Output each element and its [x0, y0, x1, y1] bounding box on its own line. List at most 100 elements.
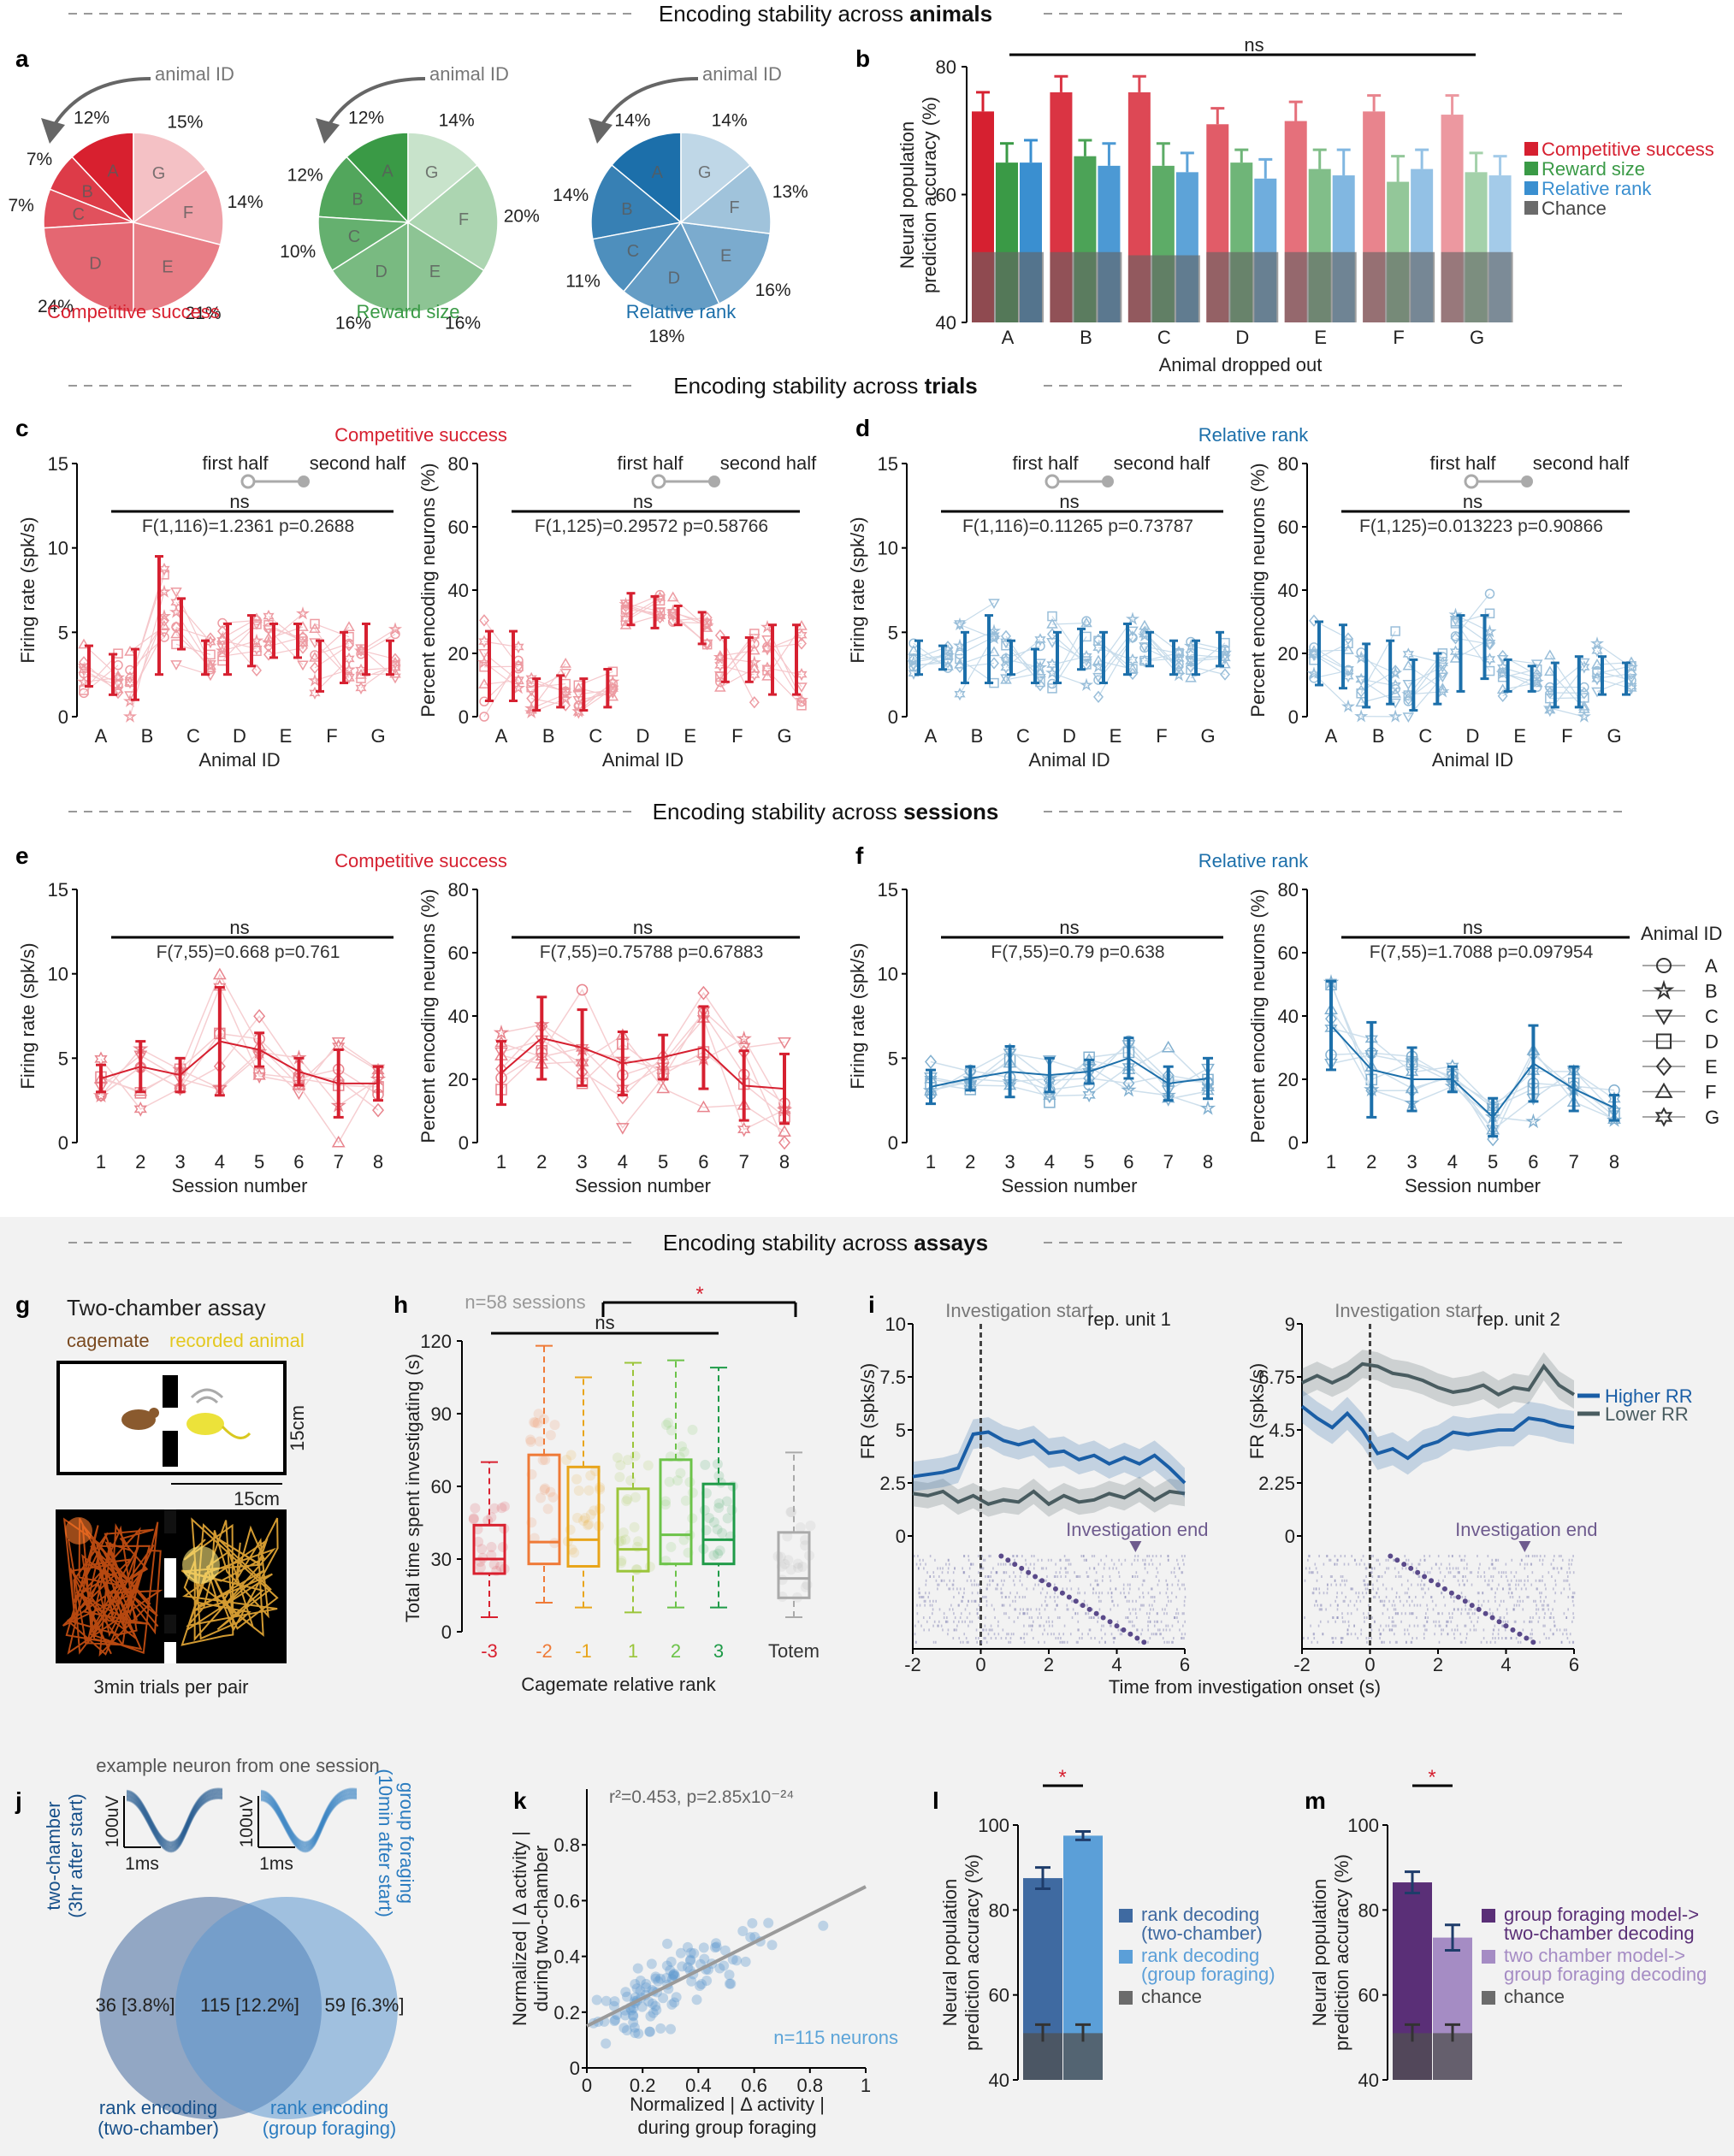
- data-marker: [1436, 662, 1449, 673]
- raster-tick: [1506, 1575, 1507, 1578]
- scale-h-label: 15cm: [234, 1488, 280, 1509]
- raster-tick: [1003, 1562, 1004, 1566]
- raster-end-marker: [1517, 1631, 1523, 1637]
- raster-tick: [1509, 1596, 1512, 1598]
- stats-label: F(7,55)=1.7088 p=0.097954: [1370, 942, 1594, 962]
- raster-tick: [1394, 1633, 1395, 1636]
- raster-tick: [1089, 1628, 1092, 1632]
- raster-tick: [972, 1562, 974, 1566]
- raster-tick: [1415, 1596, 1417, 1598]
- raster-tick: [1077, 1592, 1079, 1595]
- raster-tick: [1411, 1583, 1412, 1586]
- raster-tick: [1086, 1604, 1088, 1607]
- raster-tick: [1028, 1616, 1031, 1619]
- waveform-trace: [126, 1794, 223, 1850]
- raster-tick: [959, 1616, 962, 1619]
- neuron-point: [644, 2026, 655, 2037]
- raster-tick: [1554, 1624, 1556, 1627]
- raster-tick: [1176, 1608, 1178, 1611]
- bar-chance: [972, 251, 1044, 322]
- raster-tick: [1039, 1624, 1040, 1627]
- raster-tick: [926, 1620, 928, 1623]
- raster-tick: [1379, 1633, 1381, 1636]
- raster-tick: [1394, 1575, 1397, 1578]
- raster-end-marker: [1388, 1553, 1394, 1559]
- data-marker: [297, 621, 309, 631]
- raster-tick: [1372, 1555, 1374, 1557]
- raster-tick: [932, 1599, 934, 1603]
- raster-tick: [1347, 1620, 1350, 1623]
- raster-tick: [1166, 1604, 1168, 1607]
- raster-tick: [1466, 1562, 1468, 1566]
- data-marker: [343, 621, 355, 632]
- y-axis-label: Firing rate (spk/s): [17, 517, 38, 663]
- raster-tick: [1075, 1640, 1078, 1644]
- raster-tick: [1353, 1604, 1356, 1607]
- raster-tick: [1071, 1599, 1073, 1603]
- box-jitter-point: [631, 1564, 642, 1575]
- raster-tick: [1009, 1640, 1012, 1644]
- data-marker: [1000, 638, 1012, 649]
- box-jitter-point: [677, 1441, 688, 1452]
- raster-tick: [1443, 1596, 1445, 1598]
- raster-tick: [1471, 1612, 1474, 1616]
- raster-tick: [1536, 1587, 1538, 1591]
- pie-slice-label: C: [627, 242, 639, 261]
- raster-tick: [1380, 1599, 1382, 1603]
- raster-tick: [1138, 1587, 1140, 1591]
- raster-tick: [1341, 1616, 1344, 1619]
- raster-end-marker: [1435, 1582, 1441, 1588]
- pie-slice-label: B: [621, 200, 632, 219]
- x-tick-label: 2: [536, 1151, 547, 1173]
- neuron-point: [666, 2023, 677, 2035]
- raster-tick: [1439, 1571, 1441, 1574]
- raster-tick: [1008, 1596, 1010, 1598]
- y-tick-label: 15: [878, 453, 898, 475]
- data-marker: [1080, 617, 1092, 628]
- raster-tick: [1329, 1575, 1332, 1578]
- neuron-point: [711, 1938, 722, 1949]
- raster-tick: [1461, 1558, 1463, 1562]
- x-tick-label: C: [1418, 725, 1432, 747]
- raster-tick: [1171, 1624, 1174, 1627]
- raster-tick: [1509, 1583, 1511, 1586]
- raster-tick: [1066, 1587, 1068, 1591]
- raster-tick: [958, 1604, 960, 1607]
- raster-tick: [1527, 1575, 1529, 1578]
- box-jitter-point: [629, 1521, 640, 1533]
- raster-tick: [1510, 1571, 1512, 1574]
- raster-tick: [1413, 1604, 1416, 1607]
- neuron-point: [630, 2028, 641, 2039]
- data-marker: [1354, 709, 1369, 723]
- significance-label: ns: [229, 491, 249, 512]
- raster-tick: [1026, 1587, 1028, 1591]
- raster-tick: [1340, 1637, 1342, 1639]
- raster-tick: [1460, 1640, 1463, 1644]
- raster-tick: [954, 1567, 956, 1570]
- raster-tick: [978, 1604, 980, 1607]
- raster-tick: [1335, 1599, 1336, 1603]
- raster-tick: [1151, 1555, 1154, 1557]
- session-trace: [100, 985, 379, 1110]
- raster-tick: [1442, 1579, 1444, 1582]
- raster-tick: [1478, 1567, 1480, 1570]
- raster-tick: [1077, 1612, 1079, 1616]
- x-tick-label: 5: [254, 1151, 264, 1173]
- panel-j: example neuron from one session100uV1ms1…: [43, 1755, 417, 2139]
- raster-tick: [1136, 1628, 1138, 1632]
- raster-tick: [980, 1562, 983, 1566]
- raster-tick: [932, 1571, 935, 1574]
- raster-tick: [1432, 1608, 1435, 1611]
- raster-tick: [1059, 1571, 1061, 1574]
- x-tick-label: C: [589, 725, 602, 747]
- raster-tick: [1471, 1583, 1473, 1586]
- raster-tick: [952, 1637, 955, 1639]
- pie-percent-label: 24%: [38, 297, 74, 316]
- raster-tick: [1438, 1620, 1441, 1623]
- neuron-point: [661, 1960, 672, 1971]
- raster-tick: [1509, 1587, 1512, 1591]
- y-tick-label: 40: [1358, 2070, 1379, 2091]
- raster-tick: [976, 1612, 979, 1616]
- data-marker: [737, 1121, 751, 1137]
